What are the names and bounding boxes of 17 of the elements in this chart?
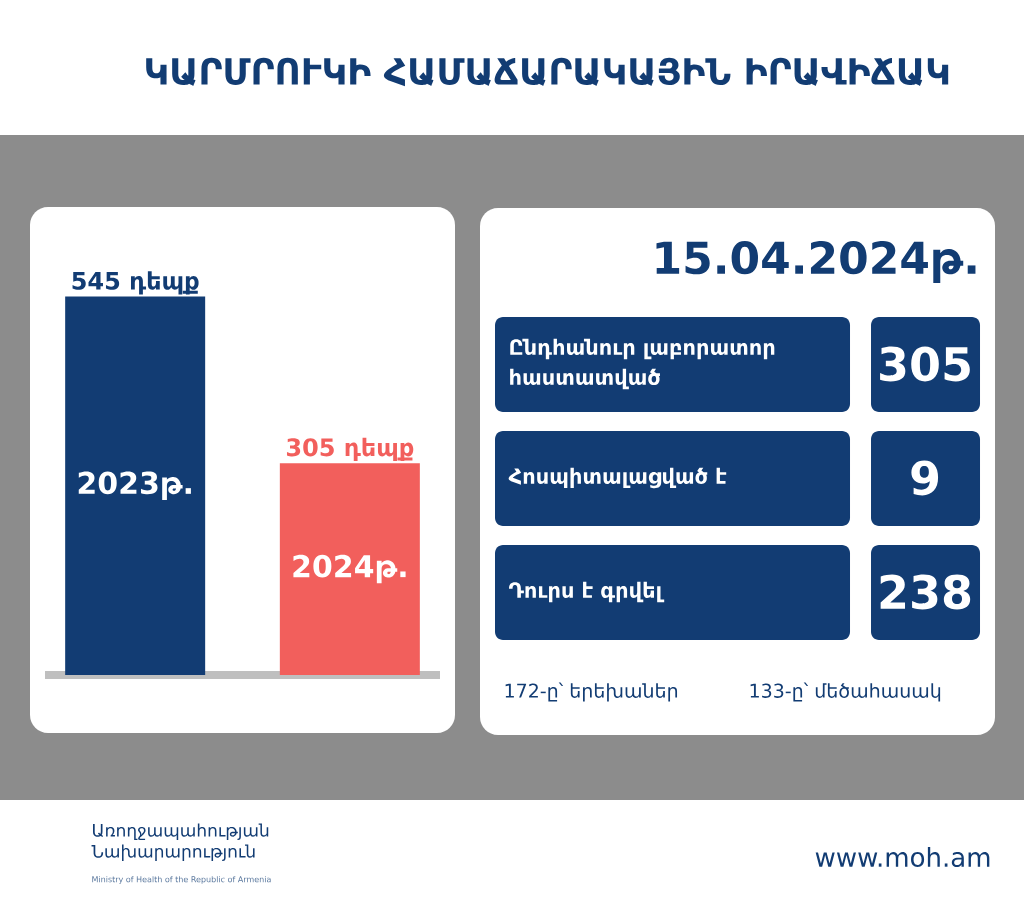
text: 15.04.2024թ.: [656, 241, 976, 283]
text: 9: [911, 460, 939, 496]
text: Դուրս է գրվել: [509, 581, 665, 603]
data-label: 545 դեպք: [72, 271, 199, 295]
text: ԿԱՐՄՐՈՒԿԻ ՀԱՄԱՃԱՐԱԿԱՅԻՆ ԻՐԱՎԻՃԱԿ: [146, 57, 949, 87]
text: 238: [880, 574, 971, 610]
text: Ընդհանուր լաբորատոր հաստատված: [510, 338, 775, 390]
text: Ministry of Health of the Republic of Armenia: [92, 876, 271, 884]
text: Առողջապահության Նախարարություն: [91, 823, 269, 861]
text: Հոսպիտալացված է: [508, 467, 727, 489]
data-label: 305 դեպք: [286, 437, 414, 462]
x-tick-label: 2024թ.: [293, 554, 406, 584]
text: 133-ը՝ մեծահասակ: [750, 682, 941, 702]
text: 305: [880, 346, 970, 382]
x-tick-label: 2023թ.: [78, 471, 191, 501]
text: 172-ը՝ երեխաներ: [505, 682, 678, 702]
text: www.moh.am: [815, 846, 990, 868]
